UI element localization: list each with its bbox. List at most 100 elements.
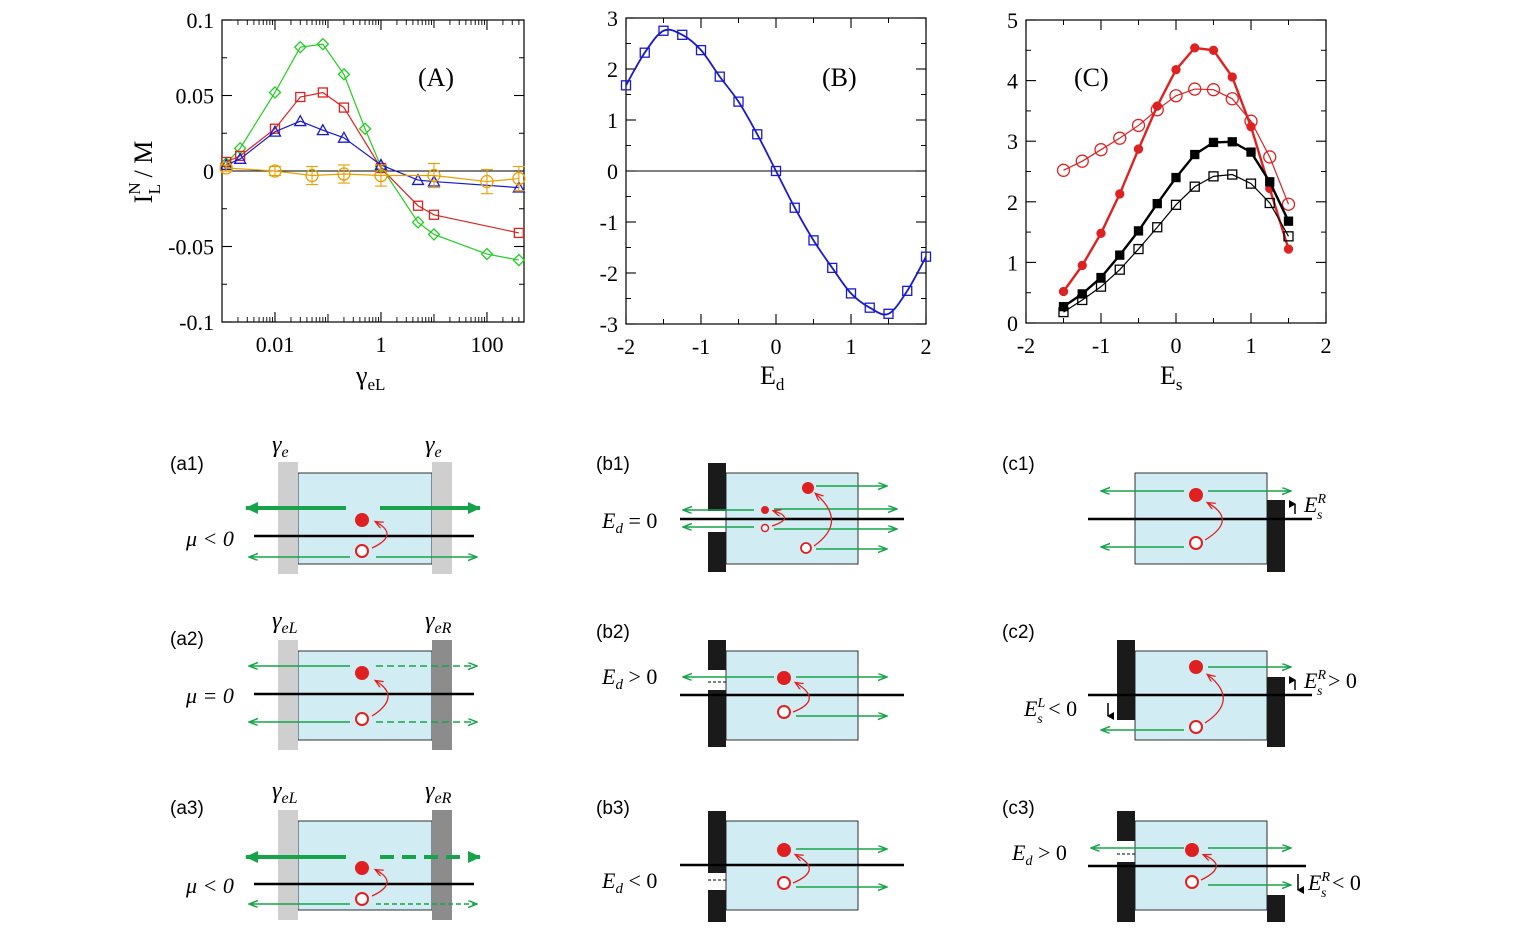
y-tick-label: -0.05 bbox=[168, 235, 214, 260]
chart-a-minor-ticks bbox=[221, 20, 525, 322]
data-point bbox=[658, 25, 669, 36]
energy-label-left: Ed > 0 bbox=[1011, 840, 1067, 869]
data-point bbox=[293, 114, 307, 127]
transition-arrow bbox=[792, 855, 810, 884]
diagram-b1-label: (b1) bbox=[596, 454, 630, 475]
diagram-c3-label: (c3) bbox=[1002, 798, 1035, 819]
data-point bbox=[1246, 147, 1256, 157]
chart-a-series bbox=[219, 37, 526, 267]
hole bbox=[777, 876, 791, 890]
data-point bbox=[1283, 244, 1294, 254]
series-orange bbox=[219, 161, 526, 195]
hole bbox=[355, 892, 369, 906]
data-point bbox=[1206, 83, 1221, 97]
data-point bbox=[1077, 289, 1087, 299]
barrier-left-bottom bbox=[708, 690, 726, 747]
series-line bbox=[225, 43, 519, 261]
data-point bbox=[1170, 199, 1182, 210]
chart-b-series bbox=[620, 25, 932, 319]
chart-b-annotation: (B) bbox=[822, 63, 857, 92]
data-point bbox=[337, 130, 351, 143]
data-point bbox=[316, 37, 330, 51]
barrier-left-bottom bbox=[708, 890, 726, 922]
y-tick-label: 1 bbox=[607, 108, 618, 133]
chart-a-xlabel: γeL bbox=[355, 361, 385, 394]
barrier-left bbox=[278, 462, 298, 574]
data-point bbox=[1094, 143, 1108, 157]
chart-b-xlabel: Ed bbox=[760, 361, 785, 394]
data-point bbox=[1190, 43, 1200, 53]
x-tick-label: 1 bbox=[375, 332, 386, 357]
diagram-b1: (b1) Ed = 0 bbox=[596, 454, 904, 572]
data-point bbox=[269, 123, 281, 134]
data-point bbox=[316, 123, 330, 136]
y-tick-label: 4 bbox=[1007, 69, 1018, 94]
hole bbox=[355, 544, 369, 558]
data-point bbox=[1075, 154, 1089, 168]
data-point bbox=[1058, 286, 1069, 297]
energy-label-left: EL s < 0 bbox=[1023, 696, 1077, 727]
data-point bbox=[337, 167, 351, 181]
data-point bbox=[1077, 260, 1087, 271]
x-tick-label: -1 bbox=[692, 334, 710, 359]
diagram-c1: (c1) ER s bbox=[1002, 454, 1326, 572]
data-point bbox=[512, 253, 526, 267]
data-point bbox=[1245, 178, 1257, 189]
data-point bbox=[1133, 226, 1144, 236]
electron bbox=[355, 666, 369, 680]
data-point bbox=[1225, 92, 1239, 106]
electron-high bbox=[802, 482, 814, 494]
data-point bbox=[1171, 172, 1181, 183]
barrier-left-bottom bbox=[708, 532, 726, 572]
barrier-left bbox=[278, 810, 298, 920]
data-point bbox=[1150, 103, 1164, 117]
x-tick-label: -1 bbox=[1092, 333, 1110, 358]
y-tick-label: -2 bbox=[600, 261, 618, 286]
diagram-b2-label: (b2) bbox=[596, 622, 630, 643]
data-point bbox=[1227, 169, 1238, 180]
diagram-a2-label: (a2) bbox=[170, 629, 204, 650]
chart-c-xlabel: Es bbox=[1160, 361, 1183, 394]
barrier-left bbox=[1117, 640, 1135, 720]
condition-label: Ed > 0 bbox=[601, 664, 657, 693]
data-point bbox=[1189, 181, 1200, 192]
electron bbox=[1189, 488, 1203, 502]
series-blue bbox=[620, 25, 932, 319]
data-point bbox=[412, 200, 424, 211]
data-point bbox=[358, 122, 372, 136]
transition-arrow bbox=[371, 522, 388, 549]
transition-arrow bbox=[1200, 855, 1217, 881]
condition-label: Ed < 0 bbox=[601, 868, 657, 897]
data-point bbox=[268, 124, 282, 137]
data-point bbox=[1190, 149, 1200, 160]
gamma-right-label: γeR bbox=[425, 778, 452, 807]
data-point bbox=[1188, 82, 1202, 96]
data-point bbox=[1058, 306, 1069, 318]
data-point bbox=[1114, 264, 1125, 275]
gamma-left-label: γeL bbox=[272, 608, 298, 637]
chart-a-ticks: 0.01 1 100 0.1 0.05 0 -0.05 -0.1 bbox=[168, 8, 524, 357]
channel bbox=[297, 650, 433, 741]
y-tick-label: -0.1 bbox=[179, 310, 214, 335]
hole-low bbox=[760, 523, 770, 533]
data-point bbox=[480, 247, 494, 261]
hole bbox=[1189, 536, 1203, 550]
transition-arrow bbox=[792, 683, 810, 713]
diagram-b2: (b2) Ed > 0 bbox=[596, 622, 904, 747]
y-tick-label: 2 bbox=[607, 57, 618, 82]
data-point bbox=[1283, 231, 1294, 242]
barrier-left-top bbox=[708, 811, 726, 873]
barrier-left-top bbox=[1117, 811, 1135, 841]
transition-arrow-inner bbox=[772, 511, 786, 527]
gamma-right-label: γeR bbox=[425, 608, 452, 637]
data-point bbox=[714, 71, 725, 82]
data-point bbox=[427, 228, 441, 241]
data-point bbox=[1058, 301, 1069, 312]
data-point bbox=[512, 180, 526, 193]
data-point bbox=[337, 67, 351, 81]
data-point bbox=[1227, 137, 1237, 147]
diagram-b3: (b3) Ed < 0 bbox=[596, 798, 904, 922]
barrier-right bbox=[432, 810, 452, 920]
barrier-right bbox=[1267, 500, 1285, 572]
y-tick-label: -3 bbox=[600, 312, 618, 337]
